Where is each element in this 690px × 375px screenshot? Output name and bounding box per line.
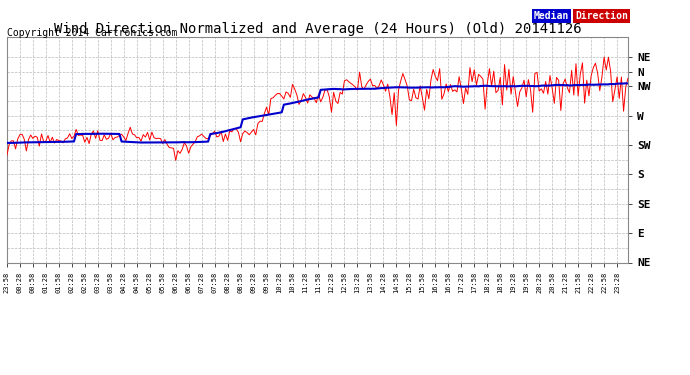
Text: Copyright 2014 Cartronics.com: Copyright 2014 Cartronics.com <box>7 28 177 38</box>
Text: Median: Median <box>534 10 569 21</box>
Text: Direction: Direction <box>575 10 628 21</box>
Title: Wind Direction Normalized and Average (24 Hours) (Old) 20141126: Wind Direction Normalized and Average (2… <box>54 22 581 36</box>
